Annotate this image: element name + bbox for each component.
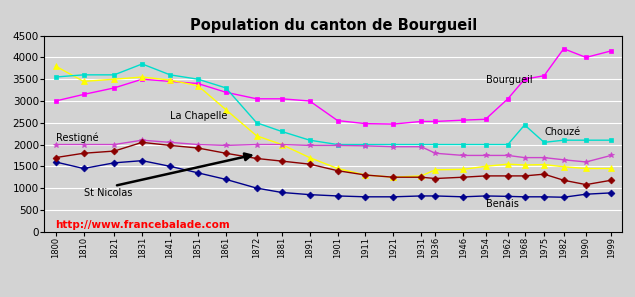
Text: Bourgueil: Bourgueil <box>486 75 532 85</box>
Title: Population du canton de Bourgueil: Population du canton de Bourgueil <box>190 18 477 33</box>
Text: Restigné: Restigné <box>56 132 98 143</box>
Text: La Chapelle: La Chapelle <box>170 111 227 121</box>
Text: Benais: Benais <box>486 199 518 209</box>
Text: http://www.francebalade.com: http://www.francebalade.com <box>56 220 231 230</box>
Text: Chouzé: Chouzé <box>544 127 580 137</box>
Text: St Nicolas: St Nicolas <box>84 188 132 198</box>
